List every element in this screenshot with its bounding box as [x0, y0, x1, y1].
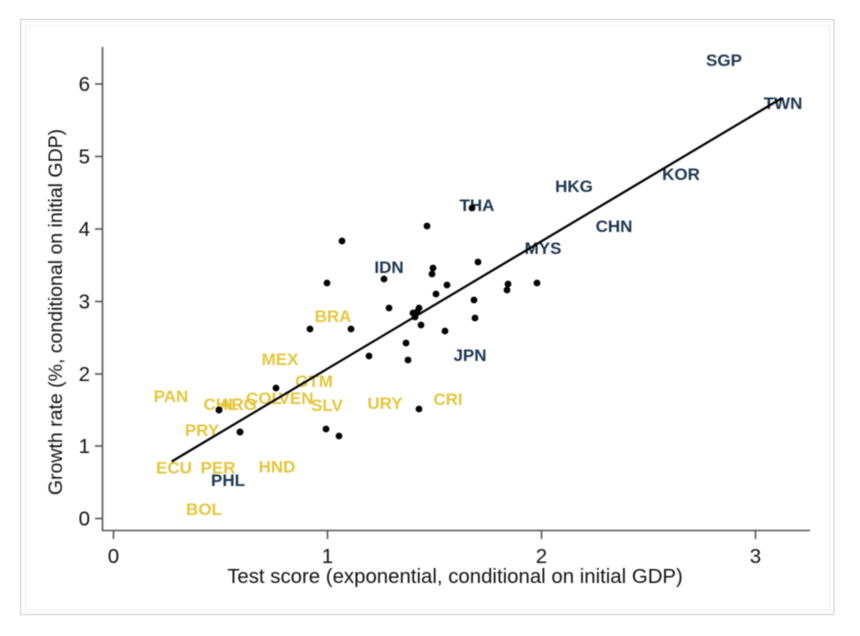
- svg-text:6: 6: [79, 73, 90, 96]
- svg-text:HKG: HKG: [555, 177, 593, 196]
- svg-text:5: 5: [79, 146, 90, 169]
- svg-text:KOR: KOR: [662, 165, 700, 184]
- svg-text:CRI: CRI: [433, 390, 462, 409]
- svg-text:MYS: MYS: [525, 239, 562, 258]
- svg-text:2: 2: [536, 545, 547, 568]
- svg-text:SGP: SGP: [706, 51, 742, 70]
- svg-text:URY: URY: [367, 394, 403, 413]
- svg-text:Growth rate (%, conditional on: Growth rate (%, conditional on initial G…: [45, 129, 67, 495]
- svg-text:BOL: BOL: [186, 500, 222, 519]
- svg-text:GTM: GTM: [295, 372, 333, 391]
- svg-text:TWN: TWN: [764, 94, 803, 113]
- svg-text:CHL: CHL: [204, 395, 239, 414]
- svg-text:PRY: PRY: [185, 421, 220, 440]
- svg-text:MEX: MEX: [262, 350, 300, 369]
- svg-text:ECU: ECU: [156, 459, 192, 478]
- svg-text:IDN: IDN: [374, 258, 403, 277]
- svg-text:HND: HND: [259, 458, 296, 477]
- svg-text:2: 2: [79, 363, 90, 386]
- svg-text:4: 4: [79, 218, 90, 241]
- svg-text:3: 3: [750, 545, 761, 568]
- svg-text:COL: COL: [246, 389, 282, 408]
- svg-text:0: 0: [108, 545, 119, 568]
- svg-text:CHN: CHN: [596, 217, 633, 236]
- svg-text:1: 1: [322, 545, 333, 568]
- svg-text:Test score (exponential, condi: Test score (exponential, conditional on …: [227, 566, 683, 588]
- svg-text:THA: THA: [460, 196, 495, 215]
- svg-text:1: 1: [79, 435, 90, 458]
- svg-text:JPN: JPN: [453, 346, 486, 365]
- svg-text:PER: PER: [201, 459, 236, 478]
- svg-text:VEN: VEN: [279, 389, 314, 408]
- svg-text:0: 0: [79, 508, 90, 531]
- svg-text:BRA: BRA: [315, 307, 352, 326]
- svg-text:SLV: SLV: [311, 396, 343, 415]
- svg-text:ARG: ARG: [219, 395, 257, 414]
- svg-text:PAN: PAN: [154, 387, 189, 406]
- svg-text:PHL: PHL: [211, 471, 245, 490]
- svg-text:3: 3: [79, 291, 90, 314]
